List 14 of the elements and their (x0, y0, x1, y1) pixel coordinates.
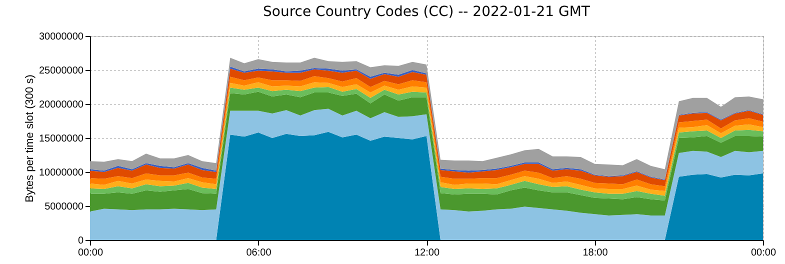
y-tick-label: 5000000 (44, 202, 84, 212)
chart-title: Source Country Codes (CC) -- 2022-01-21 GMT (263, 4, 590, 20)
y-tick-label: 15000000 (39, 134, 84, 144)
y-tick-label: 30000000 (39, 32, 84, 42)
y-tick-label: 20000000 (39, 100, 84, 110)
x-tick-label: 06:00 (246, 248, 272, 258)
x-tick-label: 18:00 (582, 248, 608, 258)
x-tick-label: 00:00 (750, 248, 776, 258)
y-tick-label: 10000000 (39, 168, 84, 178)
x-tick-label: 12:00 (414, 248, 440, 258)
y-tick-label: 25000000 (39, 66, 84, 76)
y-tick-label: 0 (78, 236, 84, 246)
y-axis-title: Bytes per time slot (300 s) (24, 74, 36, 202)
x-tick-label: 00:00 (78, 248, 104, 258)
